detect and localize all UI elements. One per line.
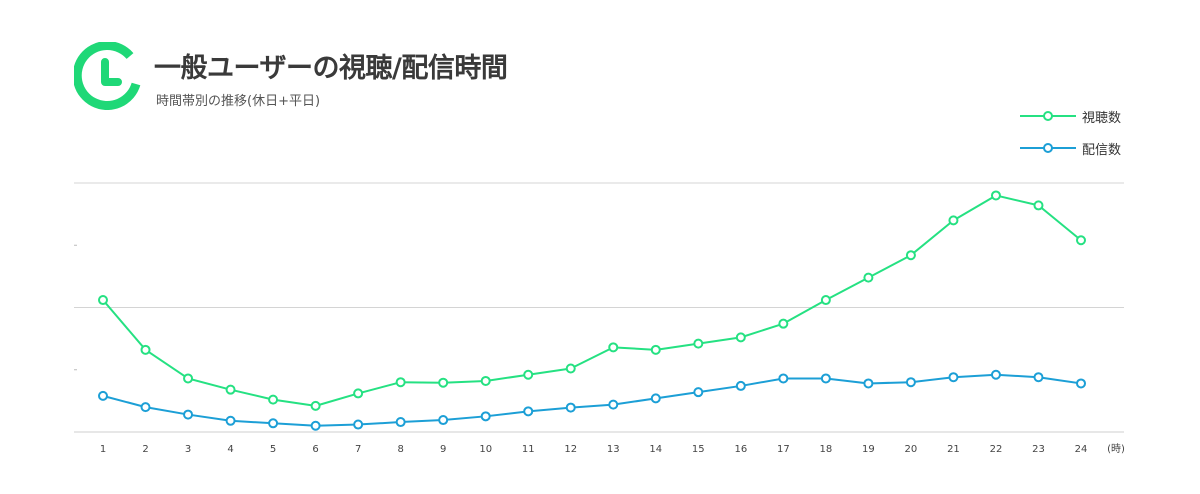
data-point-s0-23 (1076, 235, 1086, 246)
data-point-s1-11 (565, 402, 576, 413)
data-point-s1-0 (98, 390, 108, 401)
data-point-s1-14 (693, 387, 704, 398)
data-point-s0-4 (268, 394, 279, 405)
data-point-s0-14 (693, 338, 704, 349)
data-point-s1-13 (650, 393, 661, 404)
data-point-s1-12 (608, 399, 619, 410)
data-point-s0-11 (565, 363, 576, 374)
data-point-s1-8 (438, 415, 449, 426)
x-tick-label-15: 15 (692, 444, 705, 455)
data-point-s0-0 (98, 295, 108, 306)
series-line-1 (102, 373, 1082, 427)
data-point-s0-18 (863, 272, 874, 283)
data-point-s0-8 (438, 377, 449, 388)
x-tick-label-16: 16 (734, 444, 747, 455)
x-tick-label-18: 18 (820, 444, 833, 455)
data-point-s1-10 (523, 406, 534, 417)
data-point-s1-17 (820, 373, 831, 384)
x-tick-label-2: 2 (142, 444, 148, 455)
data-point-s0-13 (650, 344, 661, 355)
data-point-s0-9 (480, 375, 491, 386)
data-point-s1-16 (778, 373, 789, 384)
series-line-0 (102, 194, 1082, 407)
data-point-s0-7 (395, 377, 406, 388)
x-tick-label-6: 6 (312, 444, 318, 455)
x-tick-label-3: 3 (185, 444, 191, 455)
data-point-s1-2 (183, 409, 194, 420)
data-point-s0-21 (990, 190, 1001, 201)
x-tick-label-12: 12 (564, 444, 577, 455)
data-point-s1-22 (1033, 372, 1044, 383)
legend-label-views: 視聴数 (1082, 110, 1122, 126)
x-tick-label-13: 13 (607, 444, 620, 455)
x-tick-label-9: 9 (440, 444, 446, 455)
chart-title: 一般ユーザーの視聴/配信時間 (154, 53, 508, 84)
data-point-s1-20 (948, 372, 959, 383)
x-tick-label-21: 21 (947, 444, 960, 455)
data-point-s1-1 (140, 402, 151, 413)
legend: 視聴数 配信数 (1020, 100, 1121, 164)
data-point-s1-18 (863, 378, 874, 389)
data-point-s0-16 (778, 318, 789, 329)
data-point-s1-21 (990, 369, 1001, 380)
data-point-s1-5 (310, 420, 321, 431)
data-point-s1-4 (268, 418, 279, 429)
legend-item-views: 視聴数 (1020, 100, 1121, 132)
x-tick-label-20: 20 (905, 444, 918, 455)
x-tick-label-19: 19 (862, 444, 875, 455)
x-tick-label-1: 1 (100, 444, 106, 455)
data-point-s0-3 (225, 384, 236, 395)
data-point-s0-12 (608, 342, 619, 353)
data-point-s1-23 (1076, 378, 1086, 389)
x-tick-label-7: 7 (355, 444, 361, 455)
x-tick-label-22: 22 (990, 444, 1003, 455)
data-point-s0-2 (183, 373, 194, 384)
x-tick-label-5: 5 (270, 444, 276, 455)
data-point-s0-6 (353, 388, 364, 399)
x-tick-label-11: 11 (522, 444, 535, 455)
chart-subtitle: 時間帯別の推移(休日+平日) (156, 94, 321, 109)
data-point-s1-7 (395, 417, 406, 428)
data-point-s1-19 (905, 377, 916, 388)
data-point-s0-17 (820, 295, 831, 306)
data-point-s1-9 (480, 411, 491, 422)
x-tick-label-14: 14 (649, 444, 662, 455)
data-point-s0-1 (140, 344, 151, 355)
data-point-s0-22 (1033, 200, 1044, 211)
data-point-s0-15 (735, 332, 746, 343)
x-tick-label-4: 4 (227, 444, 233, 455)
x-tick-label-17: 17 (777, 444, 790, 455)
series-layer (98, 190, 1086, 431)
x-tick-label-8: 8 (397, 444, 403, 455)
grid-layer (74, 182, 1124, 433)
data-point-s0-20 (948, 215, 959, 226)
data-point-s1-6 (353, 419, 364, 430)
clock-icon (74, 42, 141, 110)
legend-item-broadcasts: 配信数 (1020, 132, 1121, 164)
x-tick-label-24: 24 (1075, 444, 1088, 455)
data-point-s1-3 (225, 415, 236, 426)
x-axis: 1 2 3 4 5 6 7 8 9 10 11 12 13 14 15 16 17 18 19 20 21 22 23 24(… (100, 443, 1125, 455)
data-point-s0-19 (905, 250, 916, 261)
legend-swatch-broadcasts (1020, 143, 1076, 153)
data-point-s0-10 (523, 369, 534, 380)
data-point-s1-15 (735, 380, 746, 391)
legend-label-broadcasts: 配信数 (1082, 142, 1122, 158)
legend-swatch-views (1020, 111, 1076, 121)
x-tick-label-23: 23 (1032, 444, 1045, 455)
x-tick-label-10: 10 (479, 444, 492, 455)
x-axis-unit-label: (時) (1107, 443, 1125, 455)
data-point-s0-5 (310, 400, 321, 411)
